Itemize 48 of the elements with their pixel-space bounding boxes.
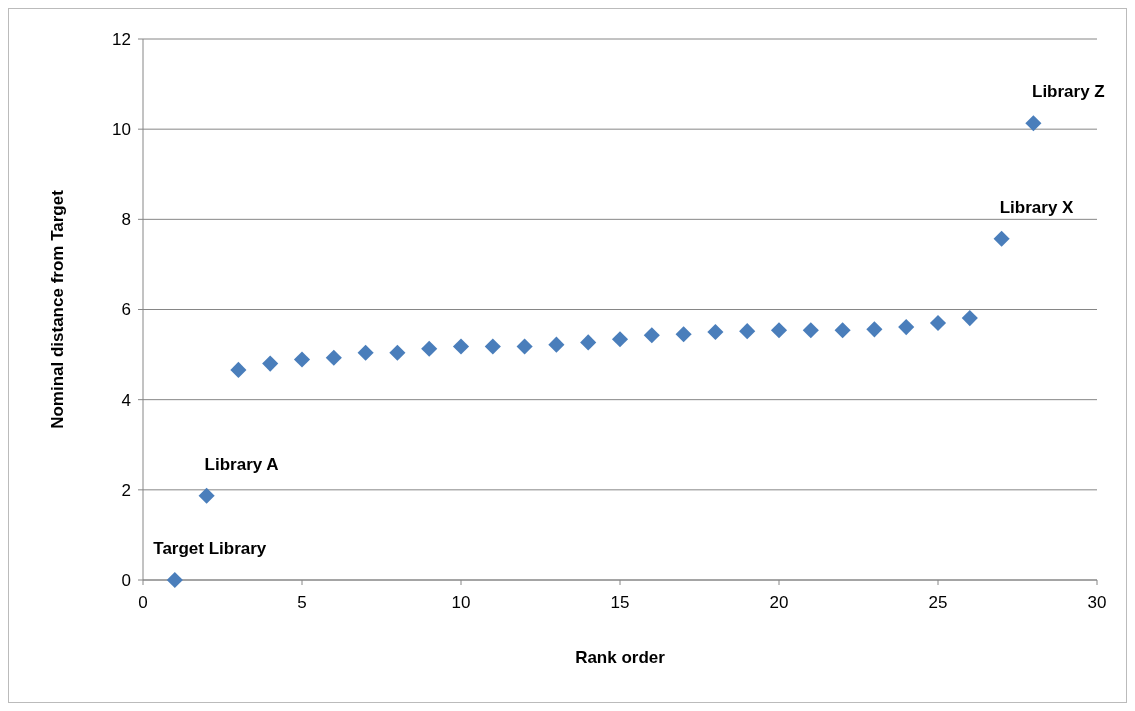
point xyxy=(580,334,597,351)
point xyxy=(389,344,406,361)
x-tick-label: 0 xyxy=(138,593,148,612)
x-tick-label: 25 xyxy=(928,593,948,612)
annotation: Library X xyxy=(999,197,1075,217)
point xyxy=(643,327,660,344)
point xyxy=(516,338,533,355)
y-tick-label: 6 xyxy=(121,300,131,320)
point xyxy=(898,319,915,336)
point xyxy=(866,321,883,338)
point xyxy=(166,571,183,589)
x-tick-label: 20 xyxy=(769,593,789,612)
point xyxy=(198,487,215,504)
annotation: Library A xyxy=(204,454,279,474)
point xyxy=(548,336,565,353)
point xyxy=(1025,115,1042,132)
annotation: Target Library xyxy=(153,539,267,558)
y-tick-label: 8 xyxy=(121,210,131,230)
annotation: Library Z xyxy=(1032,82,1105,102)
x-tick-label: 5 xyxy=(297,593,307,612)
y-tick-label: 10 xyxy=(112,120,131,140)
y-tick-label: 2 xyxy=(121,480,131,500)
point xyxy=(707,323,724,341)
point xyxy=(675,326,692,343)
point xyxy=(834,322,851,339)
point xyxy=(262,355,279,372)
point xyxy=(739,323,756,340)
point xyxy=(325,349,342,366)
x-axis-title: Rank order xyxy=(575,648,666,667)
point xyxy=(929,314,947,332)
y-tick-label: 12 xyxy=(112,29,131,49)
point xyxy=(484,338,501,355)
point xyxy=(770,322,788,339)
y-axis-title: Nominal distance from Target xyxy=(48,189,67,429)
y-tick-label: 4 xyxy=(121,390,131,410)
point xyxy=(357,344,374,361)
point xyxy=(611,331,629,348)
point xyxy=(961,310,978,327)
point xyxy=(802,322,819,339)
point xyxy=(230,361,247,378)
point xyxy=(421,340,438,357)
y-tick-label: 0 xyxy=(121,570,131,590)
x-tick-label: 10 xyxy=(451,593,471,612)
x-tick-label: 15 xyxy=(610,593,630,612)
point xyxy=(452,338,470,355)
point xyxy=(993,230,1010,247)
point xyxy=(293,351,311,368)
x-tick-label: 30 xyxy=(1087,593,1107,612)
